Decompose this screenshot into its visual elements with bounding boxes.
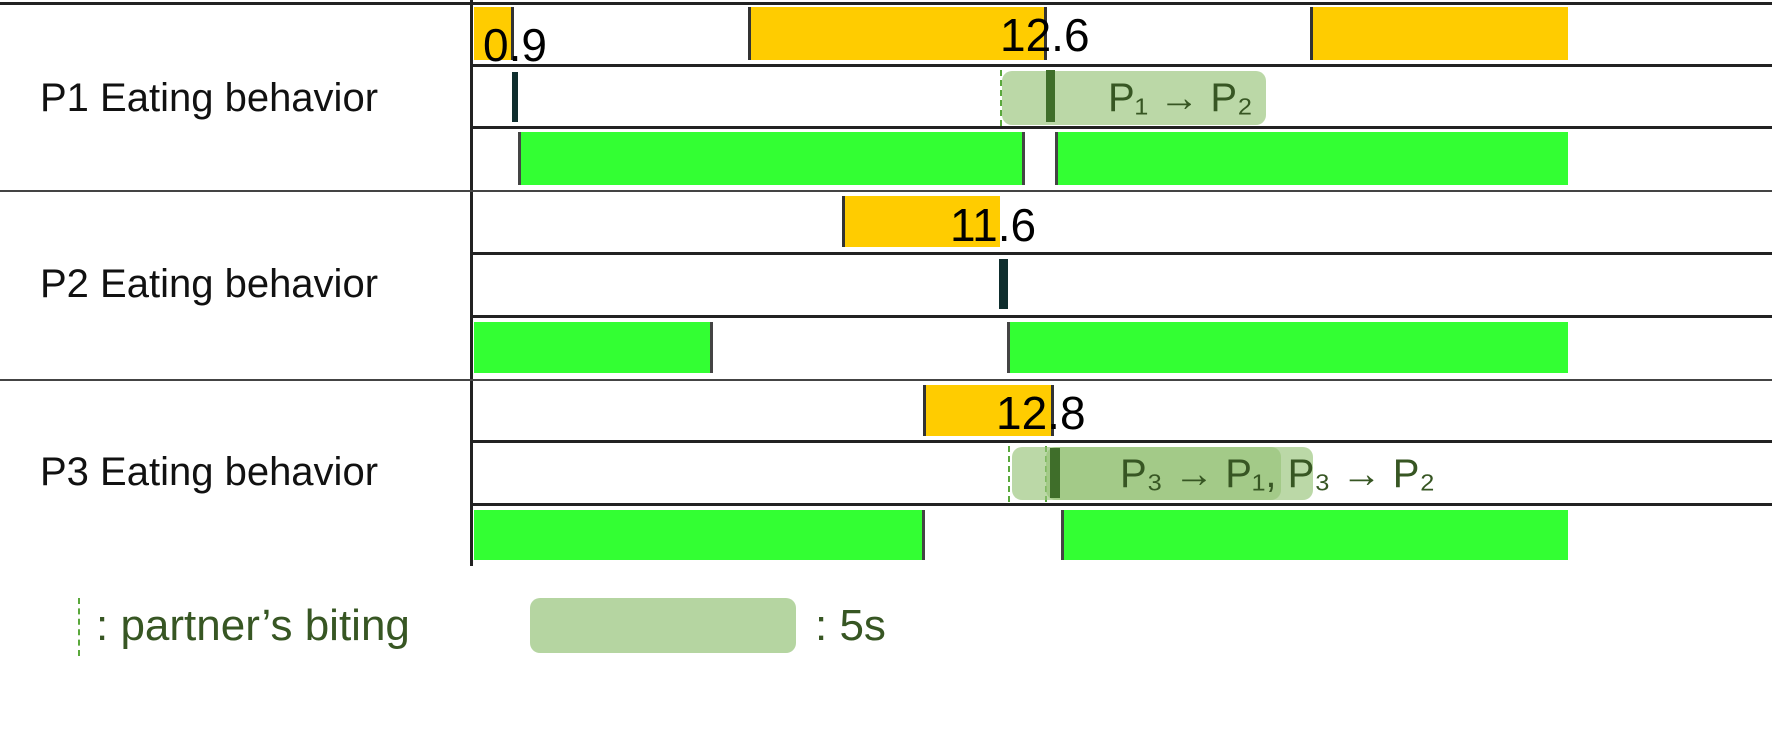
- row-label-p1: P1 Eating behavior: [40, 76, 379, 120]
- bite-marker: [999, 259, 1008, 309]
- transition-annotation: P₃ → P₁, P₃ → P₂: [1120, 452, 1435, 496]
- value-label: 12.6: [1000, 9, 1090, 61]
- divider: [0, 2, 1772, 5]
- legend-partner-biting: : partner’s biting: [96, 601, 410, 650]
- chew-bar: [1055, 132, 1568, 185]
- bite-bar: [842, 196, 1000, 247]
- bite-bar: [923, 385, 1054, 436]
- divider: [472, 126, 1772, 129]
- divider: [472, 64, 1772, 67]
- bite-bar: [748, 7, 1047, 60]
- bite-bar: [1310, 7, 1568, 60]
- divider: [472, 503, 1772, 506]
- bite-bar: [474, 7, 514, 60]
- divider: [472, 315, 1772, 318]
- row-label-p3: P3 Eating behavior: [40, 450, 379, 494]
- bite-marker: [1050, 448, 1060, 498]
- chew-bar: [474, 510, 925, 560]
- divider: [0, 190, 1772, 192]
- legend-five-seconds: : 5s: [815, 601, 886, 650]
- five-second-window: [1046, 447, 1281, 500]
- chew-bar: [474, 322, 713, 373]
- axis-line: [470, 0, 473, 566]
- row-label-p2: P2 Eating behavior: [40, 262, 379, 306]
- divider: [472, 252, 1772, 255]
- chew-bar: [518, 132, 1025, 185]
- chew-bar: [1007, 322, 1568, 373]
- divider: [472, 440, 1772, 443]
- legend-window-swatch: [530, 598, 796, 653]
- bite-marker: [1046, 70, 1055, 122]
- legend-dashed-line-icon: [78, 598, 80, 656]
- divider: [0, 379, 1772, 381]
- partner-biting-marker: [1008, 446, 1010, 502]
- chew-bar: [1061, 510, 1568, 560]
- bite-marker: [512, 72, 518, 122]
- value-label: 0.9: [483, 19, 547, 71]
- value-label: 11.6: [950, 199, 1037, 251]
- value-label: 12.8: [996, 387, 1086, 439]
- partner-biting-marker: [1000, 70, 1002, 126]
- transition-annotation: P₁ → P₂: [1108, 76, 1253, 120]
